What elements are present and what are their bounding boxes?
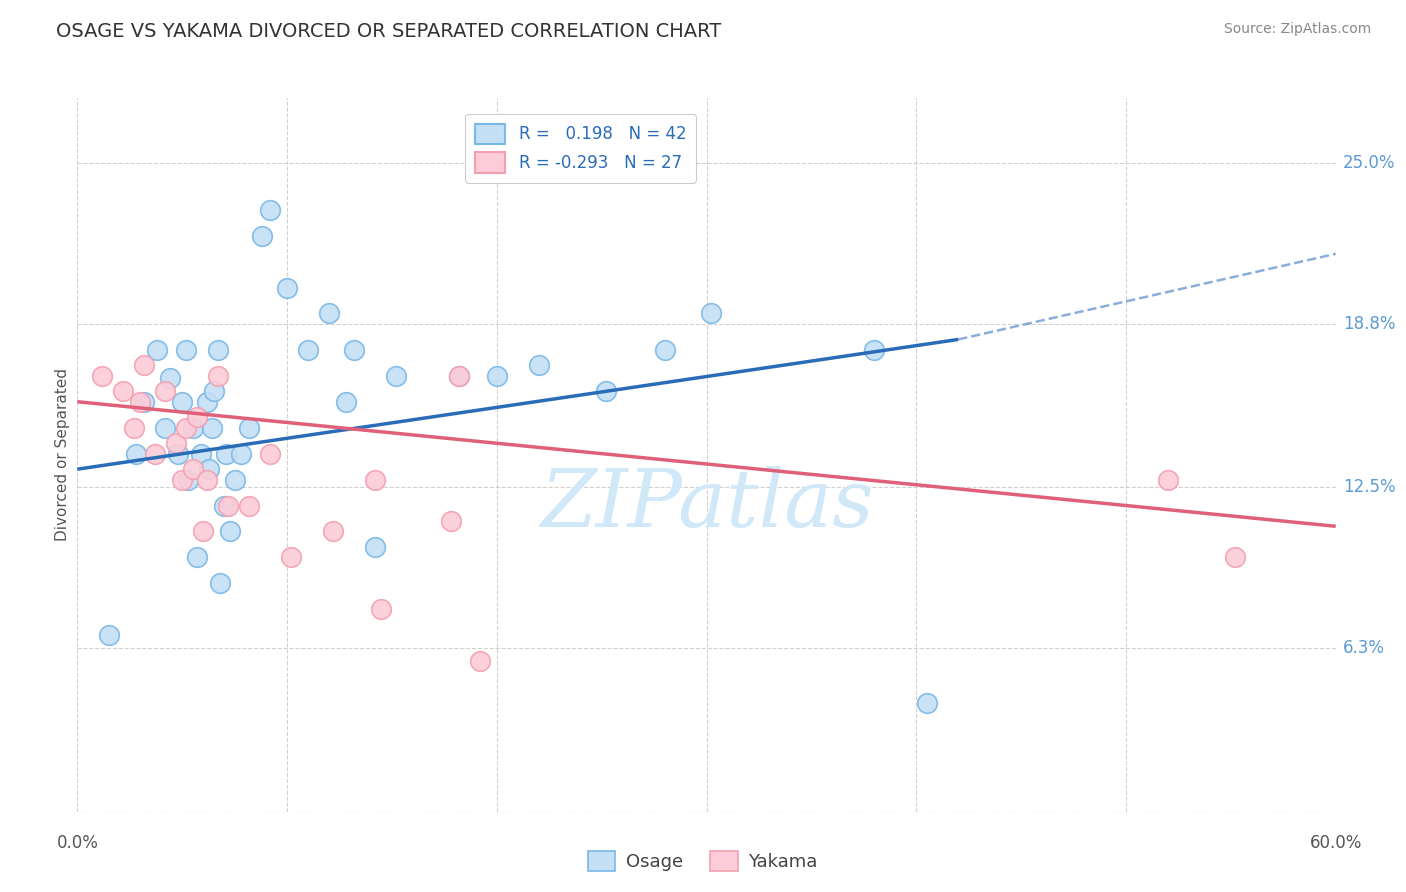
Point: [212, 499, 235, 513]
Point: [440, 514, 463, 528]
Point: [190, 447, 212, 461]
Point: [172, 473, 194, 487]
Point: [1157, 473, 1180, 487]
Point: [364, 540, 387, 554]
Point: [335, 394, 357, 409]
Text: ZIPatlas: ZIPatlas: [540, 467, 873, 543]
Point: [527, 359, 550, 373]
Point: [250, 228, 273, 243]
Point: [322, 524, 344, 539]
Point: [146, 343, 169, 357]
Point: [370, 602, 392, 616]
Point: [177, 473, 200, 487]
Point: [155, 420, 177, 434]
Point: [238, 499, 260, 513]
Point: [97, 628, 120, 642]
Point: [125, 447, 148, 461]
Text: 60.0%: 60.0%: [1309, 834, 1362, 852]
Point: [280, 550, 302, 565]
Point: [112, 384, 135, 399]
Point: [155, 384, 177, 399]
Text: 18.8%: 18.8%: [1343, 315, 1395, 333]
Point: [447, 368, 470, 383]
Text: 6.3%: 6.3%: [1343, 640, 1385, 657]
Point: [186, 550, 208, 565]
Legend: Osage, Yakama: Osage, Yakama: [581, 844, 825, 879]
Point: [143, 447, 166, 461]
Point: [224, 473, 246, 487]
Point: [198, 462, 221, 476]
Point: [172, 394, 194, 409]
Point: [217, 499, 239, 513]
Legend: R =   0.198   N = 42, R = -0.293   N = 27: R = 0.198 N = 42, R = -0.293 N = 27: [465, 113, 696, 183]
Point: [343, 343, 366, 357]
Point: [186, 410, 208, 425]
Point: [129, 394, 152, 409]
Point: [699, 306, 721, 320]
Point: [259, 202, 281, 217]
Text: Source: ZipAtlas.com: Source: ZipAtlas.com: [1223, 22, 1371, 37]
Text: 25.0%: 25.0%: [1343, 154, 1395, 172]
Point: [385, 368, 408, 383]
Point: [485, 368, 508, 383]
Point: [122, 420, 145, 434]
Point: [195, 394, 218, 409]
Point: [208, 576, 231, 591]
Point: [159, 371, 181, 385]
Point: [195, 473, 218, 487]
Point: [595, 384, 617, 399]
Point: [364, 473, 387, 487]
Point: [176, 343, 198, 357]
Point: [200, 420, 222, 434]
Point: [297, 343, 319, 357]
Point: [915, 696, 938, 710]
Text: OSAGE VS YAKAMA DIVORCED OR SEPARATED CORRELATION CHART: OSAGE VS YAKAMA DIVORCED OR SEPARATED CO…: [56, 22, 721, 41]
Point: [276, 280, 298, 294]
Point: [165, 436, 187, 450]
Point: [181, 462, 204, 476]
Point: [468, 654, 491, 668]
Point: [1223, 550, 1246, 565]
Point: [318, 306, 340, 320]
Point: [202, 384, 225, 399]
Text: 0.0%: 0.0%: [56, 834, 98, 852]
Point: [207, 343, 229, 357]
Point: [215, 447, 238, 461]
Point: [176, 420, 198, 434]
Text: 12.5%: 12.5%: [1343, 478, 1395, 496]
Point: [134, 394, 156, 409]
Point: [863, 343, 886, 357]
Y-axis label: Divorced or Separated: Divorced or Separated: [55, 368, 70, 541]
Point: [219, 524, 242, 539]
Point: [91, 368, 114, 383]
Point: [191, 524, 215, 539]
Point: [167, 447, 190, 461]
Point: [238, 420, 260, 434]
Point: [447, 368, 470, 383]
Point: [207, 368, 229, 383]
Point: [229, 447, 252, 461]
Point: [654, 343, 676, 357]
Point: [259, 447, 281, 461]
Point: [134, 359, 156, 373]
Point: [181, 420, 204, 434]
